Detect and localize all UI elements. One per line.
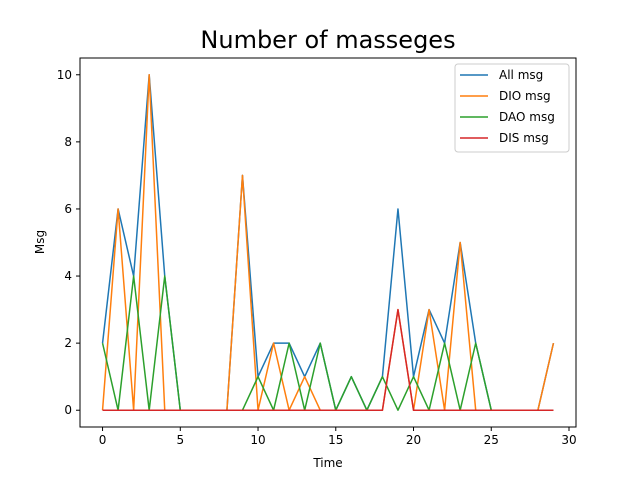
legend-label-dis-msg: DIS msg [499,131,549,145]
y-axis-label: Msg [33,230,47,254]
x-tick-label: 30 [561,433,576,447]
legend-items: All msg DIO msg DAO msg DIS msg [460,68,555,145]
legend-box [454,63,570,153]
y-tick-label: 0 [64,403,72,417]
chart-title: Number of masseges [200,26,455,54]
series-line-dis-msg [102,308,554,411]
x-tick-label: 0 [99,433,107,447]
x-tick-label: 5 [176,433,184,447]
x-tick-label: 15 [328,433,343,447]
y-tick-label: 2 [64,336,72,350]
series-layer [101,74,555,411]
x-tick-label: 25 [484,433,499,447]
x-tick-label: 20 [406,433,421,447]
legend: All msg DIO msg DAO msg DIS msg [454,63,570,153]
y-tick-label: 8 [64,135,72,149]
legend-label-dio-msg: DIO msg [499,89,551,103]
y-axis: 0 2 4 6 8 10 [57,68,80,417]
x-tick-label: 10 [250,433,265,447]
x-axis-label: Time [312,456,342,470]
legend-label-all-msg: All msg [499,68,543,82]
legend-label-dao-msg: DAO msg [499,110,555,124]
y-tick-label: 6 [64,202,72,216]
y-tick-label: 10 [57,68,72,82]
x-axis: 0 5 10 15 20 25 30 [99,427,577,447]
y-tick-label: 4 [64,269,72,283]
plot-frame [79,57,577,428]
series-line-dao-msg [101,275,554,411]
